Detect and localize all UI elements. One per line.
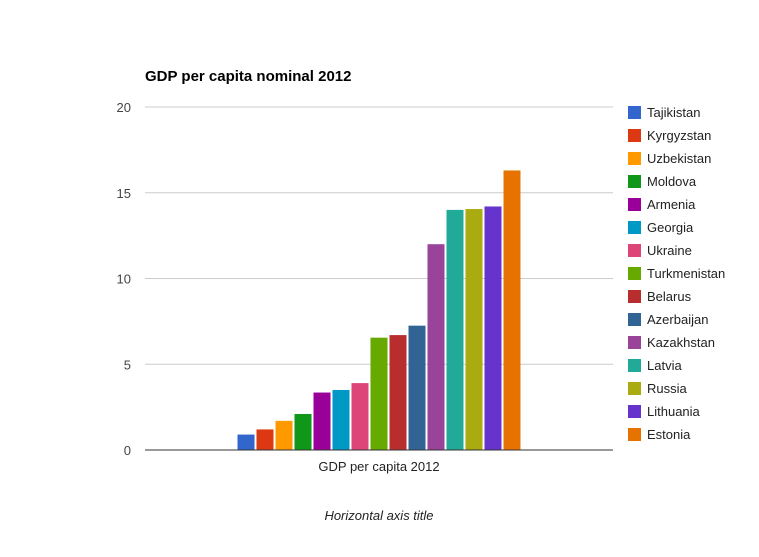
legend-swatch <box>628 428 641 441</box>
legend-item-uzbekistan: Uzbekistan <box>628 151 711 166</box>
bar-latvia <box>446 209 464 450</box>
legend-swatch <box>628 267 641 280</box>
legend-label: Ukraine <box>647 243 692 258</box>
legend-label: Latvia <box>647 358 682 373</box>
legend-item-latvia: Latvia <box>628 358 682 373</box>
legend-swatch <box>628 382 641 395</box>
y-axis-ticks: 0 5 10 15 20 <box>117 100 131 458</box>
legend-item-kyrgyzstan: Kyrgyzstan <box>628 128 711 143</box>
legend-item-georgia: Georgia <box>628 220 694 235</box>
bar-tajikistan <box>237 434 255 450</box>
legend-item-tajikistan: Tajikistan <box>628 105 700 120</box>
legend-label: Armenia <box>647 197 696 212</box>
legend-item-moldova: Moldova <box>628 174 697 189</box>
y-tick-label: 15 <box>117 186 131 201</box>
y-tick-label: 0 <box>124 443 131 458</box>
legend-swatch <box>628 313 641 326</box>
legend-swatch <box>628 198 641 211</box>
legend-swatch <box>628 244 641 257</box>
legend-swatch <box>628 290 641 303</box>
legend-label: Kyrgyzstan <box>647 128 711 143</box>
bar-uzbekistan <box>275 420 293 450</box>
legend-swatch <box>628 175 641 188</box>
y-tick-label: 5 <box>124 357 131 372</box>
y-tick-label: 20 <box>117 100 131 115</box>
legend-item-belarus: Belarus <box>628 289 692 304</box>
legend-item-ukraine: Ukraine <box>628 243 692 258</box>
legend-label: Azerbaijan <box>647 312 708 327</box>
legend-swatch <box>628 336 641 349</box>
legend-swatch <box>628 152 641 165</box>
legend-swatch <box>628 405 641 418</box>
bars <box>237 170 521 450</box>
legend-label: Moldova <box>647 174 697 189</box>
chart-title: GDP per capita nominal 2012 <box>145 68 351 85</box>
legend-item-russia: Russia <box>628 381 688 396</box>
bar-kyrgyzstan <box>256 429 274 450</box>
legend-label: Georgia <box>647 220 694 235</box>
y-tick-label: 10 <box>117 272 131 287</box>
legend-label: Tajikistan <box>647 105 700 120</box>
legend-item-lithuania: Lithuania <box>628 404 701 419</box>
legend-item-armenia: Armenia <box>628 197 696 212</box>
legend-item-kazakhstan: Kazakhstan <box>628 335 715 350</box>
legend-label: Russia <box>647 381 688 396</box>
bar-estonia <box>503 170 521 450</box>
legend-label: Lithuania <box>647 404 701 419</box>
legend-swatch <box>628 106 641 119</box>
legend-label: Kazakhstan <box>647 335 715 350</box>
legend-label: Uzbekistan <box>647 151 711 166</box>
x-axis-title: Horizontal axis title <box>324 508 433 523</box>
legend-swatch <box>628 221 641 234</box>
legend-swatch <box>628 129 641 142</box>
legend-item-azerbaijan: Azerbaijan <box>628 312 708 327</box>
legend-swatch <box>628 359 641 372</box>
legend-label: Turkmenistan <box>647 266 725 281</box>
legend-label: Belarus <box>647 289 692 304</box>
legend-label: Estonia <box>647 427 691 442</box>
legend: Tajikistan Kyrgyzstan Uzbekistan Moldova Arm… <box>628 105 725 442</box>
bar-moldova <box>294 413 312 450</box>
bar-russia <box>465 209 483 450</box>
bar-georgia <box>332 389 350 450</box>
legend-item-turkmenistan: Turkmenistan <box>628 266 725 281</box>
bar-lithuania <box>484 206 502 450</box>
bar-armenia <box>313 392 331 450</box>
gridlines <box>145 106 613 365</box>
bar-belarus <box>389 335 407 450</box>
legend-item-estonia: Estonia <box>628 427 691 442</box>
bar-kazakhstan <box>427 244 445 450</box>
x-category-label: GDP per capita 2012 <box>318 459 439 474</box>
bar-turkmenistan <box>370 337 388 450</box>
bar-ukraine <box>351 383 369 450</box>
bar-azerbaijan <box>408 325 426 450</box>
